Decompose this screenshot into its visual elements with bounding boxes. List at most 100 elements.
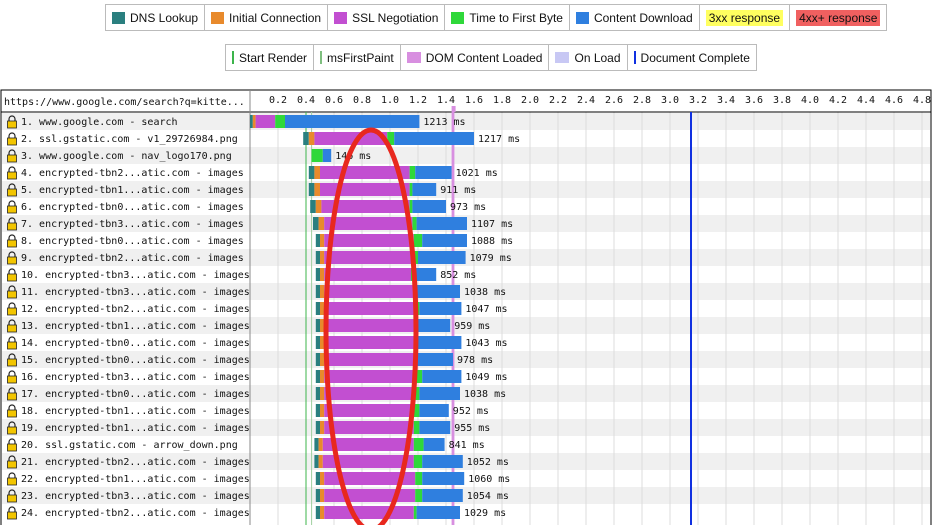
request-label: 7. encrypted-tbn3...atic.com - images — [21, 219, 244, 230]
dom-content-loaded-marker — [452, 106, 456, 112]
content-download-bar — [422, 455, 463, 468]
content-download-bar — [418, 251, 466, 264]
axis-tick-label: 2.4 — [577, 95, 595, 106]
initial-connection-bar — [314, 166, 320, 179]
axis-tick-label: 3.2 — [689, 95, 707, 106]
content-download-bar — [419, 421, 450, 434]
content-download-bar — [323, 149, 331, 162]
ssl-negotiation-bar — [320, 183, 410, 196]
content-download-bar — [417, 506, 460, 519]
content-download-bar — [422, 234, 467, 247]
content-download-bar — [419, 387, 460, 400]
content-download-bar — [415, 166, 451, 179]
request-duration-label: 1107 ms — [471, 219, 513, 230]
dns-lookup-bar — [316, 472, 320, 485]
ttfb-bar — [410, 183, 413, 196]
initial-connection-bar — [319, 438, 323, 451]
dns-lookup-bar — [316, 268, 320, 281]
initial-connection-bar — [316, 200, 322, 213]
request-duration-label: 1088 ms — [471, 236, 513, 247]
request-label: 12. encrypted-tbn2...atic.com - images — [21, 304, 250, 315]
dns-lookup-bar — [303, 132, 309, 145]
axis-tick-label: 3.0 — [661, 95, 679, 106]
dns-lookup-bar — [316, 404, 320, 417]
axis-tick-label: 2.2 — [549, 95, 567, 106]
axis-tick-label: 0.6 — [325, 95, 343, 106]
request-duration-label: 1213 ms — [423, 117, 465, 128]
ssl-negotiation-bar — [324, 506, 414, 519]
content-download-bar — [412, 200, 446, 213]
content-download-bar — [417, 217, 467, 230]
content-download-bar — [394, 132, 474, 145]
ttfb-bar — [414, 421, 420, 434]
request-duration-label: 955 ms — [454, 423, 490, 434]
axis-tick-label: 4.6 — [885, 95, 903, 106]
axis-tick-label: 1.2 — [409, 95, 427, 106]
page-url: https://www.google.com/search?q=kitte... — [4, 97, 245, 108]
dns-lookup-bar — [309, 166, 315, 179]
axis-tick-label: 4.0 — [801, 95, 819, 106]
dns-lookup-bar — [316, 353, 320, 366]
request-label: 23. encrypted-tbn3...atic.com - images — [21, 491, 250, 502]
request-duration-label: 1047 ms — [465, 304, 507, 315]
request-label: 4. encrypted-tbn2...atic.com - images — [21, 168, 244, 179]
axis-tick-label: 4.4 — [857, 95, 875, 106]
initial-connection-bar — [320, 387, 324, 400]
request-duration-label: 1054 ms — [467, 491, 509, 502]
axis-tick-label: 0.4 — [297, 95, 315, 106]
initial-connection-bar — [314, 183, 320, 196]
axis-tick-label: 1.0 — [381, 95, 399, 106]
initial-connection-bar — [320, 506, 324, 519]
request-label: 22. encrypted-tbn1...atic.com - images — [21, 474, 250, 485]
content-download-bar — [419, 302, 461, 315]
initial-connection-bar — [320, 302, 324, 315]
content-download-bar — [424, 438, 445, 451]
request-label: 10. encrypted-tbn3...atic.com - images — [21, 270, 250, 281]
ttfb-bar — [275, 115, 285, 128]
dns-lookup-bar — [316, 319, 320, 332]
content-download-bar — [417, 285, 460, 298]
content-download-bar — [285, 115, 419, 128]
axis-tick-label: 2.6 — [605, 95, 623, 106]
dns-lookup-bar — [316, 489, 320, 502]
ssl-negotiation-bar — [324, 370, 414, 383]
dns-lookup-bar — [316, 285, 320, 298]
initial-connection-bar — [320, 353, 324, 366]
dns-lookup-bar — [250, 115, 253, 128]
request-label: 16. encrypted-tbn3...atic.com - images — [21, 372, 250, 383]
request-label: 8. encrypted-tbn0...atic.com - images — [21, 236, 244, 247]
initial-connection-bar — [320, 251, 324, 264]
dns-lookup-bar — [314, 455, 318, 468]
axis-tick-label: 3.8 — [773, 95, 791, 106]
request-label: 11. encrypted-tbn3...atic.com - images — [21, 287, 250, 298]
ttfb-bar — [414, 506, 417, 519]
request-duration-label: 1217 ms — [478, 134, 520, 145]
initial-connection-bar — [309, 132, 315, 145]
initial-connection-bar — [320, 234, 324, 247]
request-label: 1. www.google.com - search — [21, 117, 178, 128]
request-label: 21. encrypted-tbn2...atic.com - images — [21, 457, 250, 468]
request-label: 14. encrypted-tbn0...atic.com - images — [21, 338, 250, 349]
axis-tick-label: 4.8 — [913, 95, 931, 106]
axis-tick-label: 1.8 — [493, 95, 511, 106]
axis-tick-label: 1.4 — [437, 95, 455, 106]
request-label: 24. encrypted-tbn2...atic.com - images — [21, 508, 250, 519]
request-label: 9. encrypted-tbn2...atic.com - images — [21, 253, 244, 264]
ssl-negotiation-bar — [324, 217, 412, 230]
initial-connection-bar — [320, 489, 324, 502]
ssl-negotiation-bar — [324, 285, 414, 298]
dns-lookup-bar — [313, 217, 319, 230]
request-duration-label: 978 ms — [457, 355, 493, 366]
dns-lookup-bar — [316, 387, 320, 400]
request-label: 3. www.google.com - nav_logo170.png — [21, 151, 232, 162]
ttfb-bar — [414, 455, 422, 468]
request-duration-label: 1038 ms — [464, 389, 506, 400]
dns-lookup-bar — [316, 302, 320, 315]
ssl-negotiation-bar — [324, 353, 414, 366]
content-download-bar — [422, 370, 461, 383]
ssl-negotiation-bar — [324, 387, 414, 400]
initial-connection-bar — [253, 115, 256, 128]
request-label: 2. ssl.gstatic.com - v1_29726984.png — [21, 134, 238, 145]
ssl-negotiation-bar — [324, 421, 414, 434]
